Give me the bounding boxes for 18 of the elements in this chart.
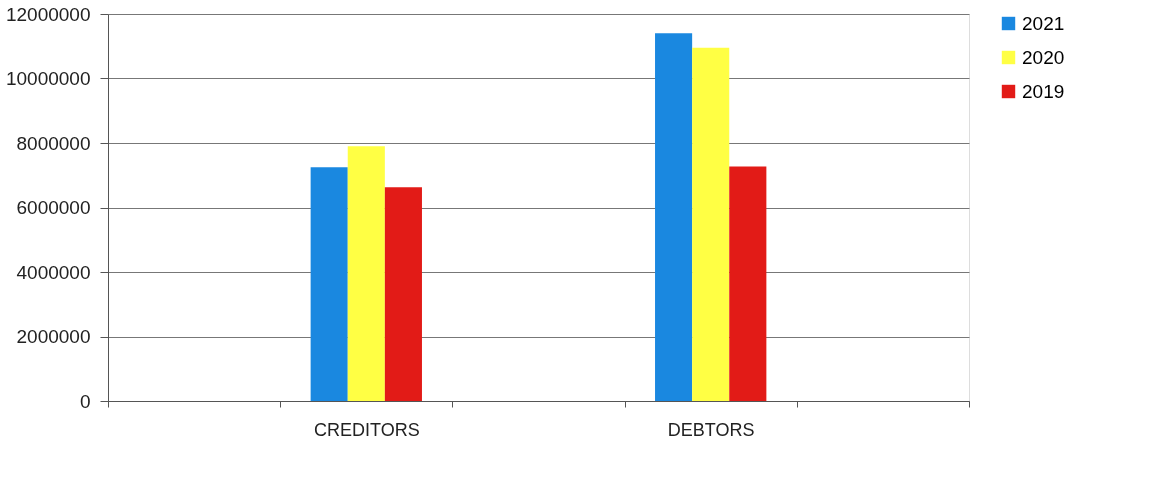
bar xyxy=(729,166,767,401)
x-tick-label: CREDITORS xyxy=(313,419,420,440)
bar xyxy=(347,146,385,401)
legend-label: 2020 xyxy=(1022,46,1065,68)
x-tick-label: DEBTORS xyxy=(667,419,755,440)
y-tick-label: 8000000 xyxy=(16,132,91,154)
y-tick-label: 4000000 xyxy=(16,261,91,283)
bar xyxy=(310,167,348,401)
legend-label: 2021 xyxy=(1022,12,1065,34)
bar xyxy=(384,187,422,401)
y-tick-label: 6000000 xyxy=(16,197,91,218)
y-tick-label: 2000000 xyxy=(16,326,91,347)
y-tick-label: 0 xyxy=(79,390,91,412)
y-tick-label: 10000000 xyxy=(5,68,91,89)
y-tick-label: 12000000 xyxy=(5,3,91,25)
bar xyxy=(692,47,730,401)
bar xyxy=(655,33,693,401)
legend-label: 2019 xyxy=(1022,80,1065,102)
